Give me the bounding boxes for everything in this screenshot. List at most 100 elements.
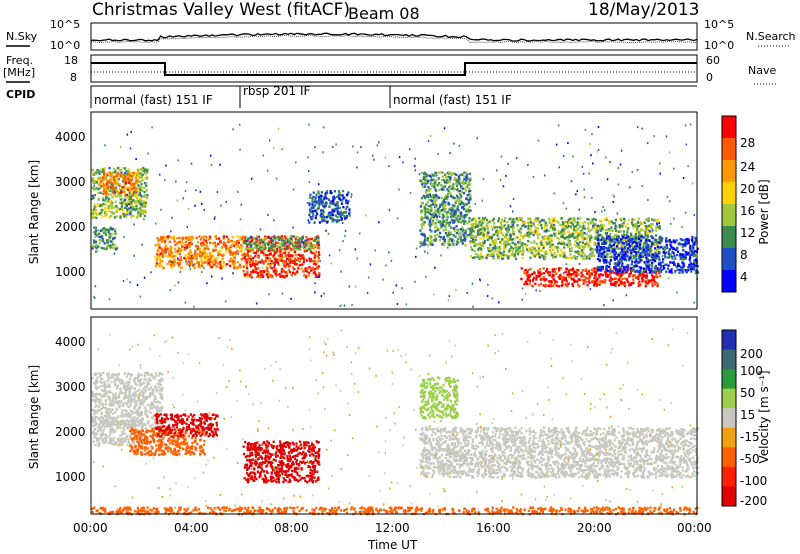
power-cell bbox=[440, 220, 443, 224]
power-cell bbox=[279, 253, 282, 257]
power-cell bbox=[607, 269, 611, 273]
power-cell bbox=[532, 254, 535, 257]
power-cell bbox=[611, 229, 614, 232]
power-cell bbox=[308, 257, 311, 260]
power-cell bbox=[282, 269, 285, 273]
power-cell bbox=[456, 231, 459, 235]
power-cell bbox=[249, 261, 252, 264]
power-cell bbox=[309, 193, 312, 197]
power-cell bbox=[602, 241, 605, 245]
power-cell bbox=[436, 233, 439, 236]
power-cell bbox=[174, 248, 177, 251]
power-cell bbox=[166, 235, 170, 238]
power-cell bbox=[119, 216, 122, 219]
power-cell bbox=[474, 225, 478, 228]
power-cell bbox=[668, 240, 671, 243]
power-cell bbox=[491, 239, 494, 242]
power-cell bbox=[529, 228, 532, 231]
power-cell bbox=[258, 275, 262, 279]
power-cell bbox=[119, 173, 122, 176]
power-cell bbox=[211, 255, 215, 258]
power-cell bbox=[687, 266, 690, 269]
power-cell bbox=[508, 249, 511, 253]
power-cell bbox=[577, 268, 580, 272]
power-cell bbox=[116, 172, 119, 175]
power-cell bbox=[432, 217, 435, 220]
power-cell bbox=[444, 172, 447, 176]
power-cell bbox=[564, 227, 567, 231]
power-cell bbox=[498, 251, 502, 254]
power-cell bbox=[316, 255, 319, 258]
power-cell bbox=[193, 257, 196, 260]
power-cell bbox=[469, 177, 472, 180]
power-cell bbox=[190, 259, 193, 263]
power-cell bbox=[637, 224, 640, 228]
power-cell bbox=[262, 244, 265, 247]
power-cell bbox=[445, 179, 449, 182]
power-cell bbox=[596, 277, 599, 280]
power-cell bbox=[260, 247, 264, 251]
power-cell bbox=[549, 243, 552, 247]
power-cell bbox=[636, 229, 639, 232]
power-cell bbox=[169, 263, 172, 267]
power-cell bbox=[113, 194, 116, 197]
power-cell bbox=[243, 252, 246, 255]
power-cell bbox=[199, 238, 202, 241]
power-cell bbox=[169, 259, 172, 263]
power-cell bbox=[576, 280, 579, 283]
power-cell bbox=[118, 172, 121, 176]
power-cell bbox=[613, 271, 616, 275]
power-cell bbox=[124, 195, 127, 198]
power-cell bbox=[659, 241, 662, 244]
power-cell bbox=[645, 276, 648, 280]
power-cell bbox=[432, 186, 436, 189]
power-cell bbox=[446, 195, 449, 198]
power-cell bbox=[538, 273, 541, 277]
power-cell bbox=[333, 209, 336, 213]
power-cell bbox=[545, 284, 548, 287]
power-cell bbox=[446, 221, 450, 225]
power-cell bbox=[533, 255, 537, 258]
power-cell bbox=[646, 227, 650, 231]
power-cell bbox=[157, 248, 160, 251]
power-cell bbox=[450, 218, 453, 221]
power-cell bbox=[141, 203, 145, 206]
power-cell bbox=[622, 236, 625, 239]
power-cell bbox=[452, 211, 455, 214]
power-cell bbox=[283, 247, 286, 251]
power-cell bbox=[620, 217, 623, 220]
power-cell bbox=[95, 213, 98, 216]
power-cell bbox=[278, 237, 281, 240]
power-cell bbox=[113, 175, 116, 179]
power-cell bbox=[625, 250, 629, 253]
power-cell bbox=[599, 249, 602, 252]
power-cell bbox=[480, 247, 483, 250]
power-cell bbox=[545, 230, 548, 233]
power-cell bbox=[190, 240, 193, 244]
power-cell bbox=[621, 249, 624, 252]
power-cell bbox=[228, 264, 232, 268]
power-cell bbox=[661, 268, 664, 271]
power-cell bbox=[123, 190, 126, 194]
power-cell bbox=[498, 226, 502, 229]
power-cell bbox=[467, 209, 471, 213]
power-cell bbox=[255, 268, 258, 271]
power-cell bbox=[426, 215, 429, 218]
power-cell bbox=[133, 184, 136, 188]
power-cell bbox=[103, 187, 106, 191]
power-cell bbox=[538, 220, 541, 224]
power-cell bbox=[205, 246, 208, 249]
power-cell bbox=[587, 242, 590, 246]
power-cell bbox=[447, 239, 450, 242]
power-cell bbox=[663, 251, 666, 255]
power-cell bbox=[448, 191, 451, 194]
power-cell bbox=[245, 262, 248, 266]
power-cell bbox=[631, 257, 634, 260]
power-cell bbox=[268, 249, 272, 252]
power-cell bbox=[494, 238, 497, 241]
power-cell bbox=[308, 271, 311, 274]
power-cell bbox=[165, 244, 168, 247]
power-cell bbox=[471, 248, 474, 251]
power-cell bbox=[627, 252, 630, 255]
power-cell bbox=[463, 214, 466, 217]
